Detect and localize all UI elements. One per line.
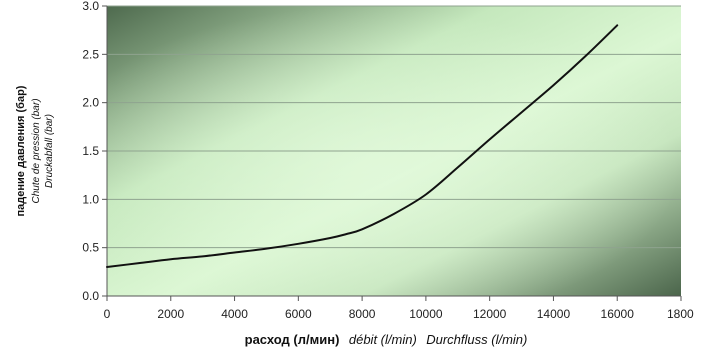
series-layer <box>106 24 619 268</box>
x-tick-label: 8000 <box>349 307 376 321</box>
series-line <box>106 24 619 268</box>
x-axis-label: расход (л/мин) débit (l/min) Durchfluss … <box>245 331 528 348</box>
y-axis-label: падение давления (бар) Chute de pression… <box>15 85 55 216</box>
x-tick-label: 10000 <box>409 307 443 321</box>
axes <box>102 5 682 301</box>
x-tick-label: 2000 <box>157 307 184 321</box>
x-axis-label-main: расход (л/мин) <box>245 332 340 347</box>
y-axis-label-main: падение давления (бар) <box>15 85 27 216</box>
x-tick-label: 14000 <box>537 307 571 321</box>
x-tick-label: 6000 <box>285 307 312 321</box>
x-tick-label: 1800 <box>667 307 694 321</box>
x-tick-label: 0 <box>104 307 111 321</box>
y-tick-label: 1.5 <box>82 144 99 158</box>
y-tick-label: 1.0 <box>82 192 99 206</box>
x-tick-label: 4000 <box>221 307 248 321</box>
y-tick-label: 3.0 <box>82 0 99 13</box>
y-tick-label: 2.0 <box>82 96 99 110</box>
y-tick-label: 0.5 <box>82 241 99 255</box>
x-tick-labels: 0 2000 4000 6000 8000 10000 12000 14000 16000 180… <box>104 307 694 321</box>
y-tick-labels: 0.0 0.5 1.0 1.5 2.0 2.5 3.0 <box>82 0 99 303</box>
x-axis-label-de: Durchfluss (l/min) <box>426 332 527 347</box>
y-axis-label-fr: Chute de pression (bar) <box>31 98 42 203</box>
y-tick-label: 2.5 <box>82 47 99 61</box>
x-tick-label: 12000 <box>473 307 507 321</box>
y-axis-label-de: Druckabfall (bar) <box>44 114 55 188</box>
x-tick-label: 16000 <box>601 307 635 321</box>
x-axis-label-fr: débit (l/min) <box>349 332 417 347</box>
y-tick-label: 0.0 <box>82 289 99 303</box>
grid-lines <box>107 5 681 249</box>
